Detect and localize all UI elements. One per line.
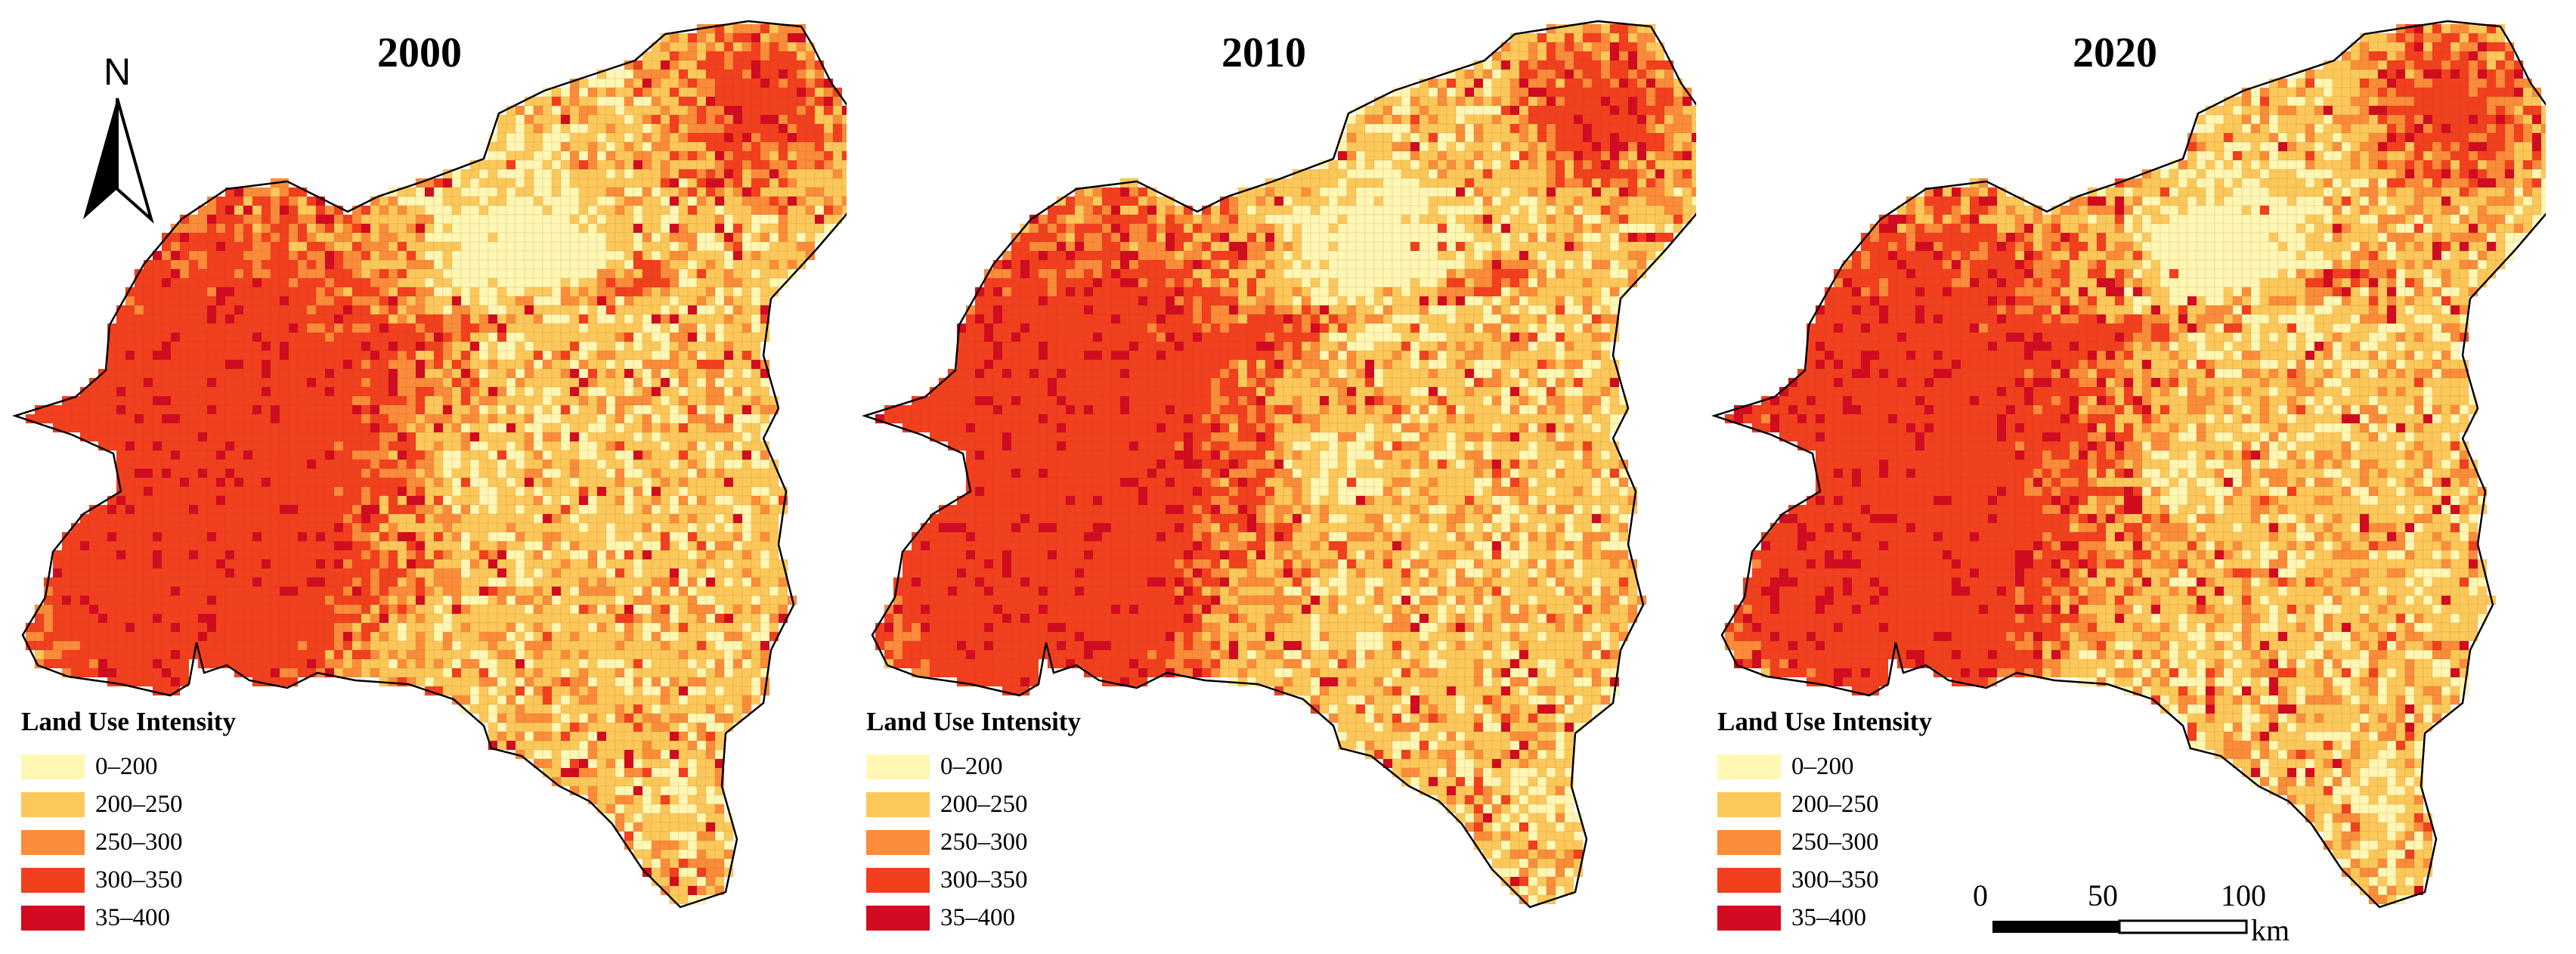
scale-unit: km <box>2251 913 2290 947</box>
legend-item: 35–400 <box>21 899 236 937</box>
north-arrow: N <box>76 51 159 231</box>
legend-label: 300–350 <box>95 866 183 894</box>
land-use-map-2000 <box>11 20 847 909</box>
legend-swatch <box>866 829 930 855</box>
legend-item: 0–200 <box>866 748 1081 785</box>
legend-item: 250–300 <box>21 823 236 861</box>
legend-swatch <box>21 754 85 779</box>
north-arrow-icon: N <box>83 51 154 225</box>
legend-swatch <box>866 905 930 931</box>
legend-item: 200–250 <box>1717 785 1932 823</box>
legend-label: 300–350 <box>940 866 1028 894</box>
grid-cells <box>1724 23 2546 905</box>
legend-label: 35–400 <box>940 903 1015 931</box>
legend-2020: Land Use Intensity 0–200 200–250 250–300 30… <box>1717 707 1932 937</box>
legend-item: 200–250 <box>866 785 1081 823</box>
legend-swatch <box>1717 791 1781 817</box>
legend-label: 250–300 <box>95 828 183 856</box>
legend-swatch <box>21 905 85 931</box>
legend-item: 300–350 <box>866 861 1081 899</box>
legend-label: 250–300 <box>1791 828 1879 856</box>
legend-title: Land Use Intensity <box>1717 707 1932 736</box>
legend-item: 0–200 <box>1717 748 1932 785</box>
legend-title: Land Use Intensity <box>21 707 236 736</box>
map-panel-2020: 2020 Land Use Intensity 0–200 200–250 250–… <box>1699 0 2546 954</box>
legend-swatch <box>21 829 85 855</box>
legend-swatch <box>1717 754 1781 779</box>
basin-boundary <box>861 20 1696 909</box>
legend-label: 0–200 <box>1791 752 1854 780</box>
legend-swatch <box>866 867 930 893</box>
land-use-map-2020 <box>1711 20 2546 909</box>
scale-tick-50: 50 <box>2088 878 2118 912</box>
legend-swatch <box>21 791 85 817</box>
legend-item: 300–350 <box>1717 861 1932 899</box>
legend-item: 0–200 <box>21 748 236 785</box>
legend-swatch <box>866 754 930 779</box>
legend-swatch <box>866 791 930 817</box>
legend-item: 250–300 <box>866 823 1081 861</box>
legend-item: 35–400 <box>1717 899 1932 937</box>
land-use-map-2010 <box>861 20 1696 909</box>
scale-tick-0: 0 <box>1973 878 1988 912</box>
legend-label: 35–400 <box>95 903 170 931</box>
grid-cells <box>25 23 847 905</box>
north-letter: N <box>104 53 131 93</box>
legend-label: 200–250 <box>1791 790 1879 818</box>
legend-2010: Land Use Intensity 0–200 200–250 250–300 30… <box>866 707 1081 937</box>
legend-2000: Land Use Intensity 0–200 200–250 250–300 30… <box>21 707 236 937</box>
legend-label: 0–200 <box>940 752 1003 780</box>
scale-tick-100: 100 <box>2221 878 2266 912</box>
legend-swatch <box>1717 905 1781 931</box>
legend-swatch <box>1717 867 1781 893</box>
legend-item: 250–300 <box>1717 823 1932 861</box>
legend-item: 300–350 <box>21 861 236 899</box>
scale-bar: 0 50 100 km <box>1973 878 2290 947</box>
map-panel-2010: 2010 Land Use Intensity 0–200 200–250 250–… <box>850 0 1696 954</box>
legend-label: 0–200 <box>95 752 158 780</box>
scale-segment-black <box>1992 921 2119 933</box>
legend-label: 200–250 <box>95 790 183 818</box>
legend-swatch <box>21 867 85 893</box>
panel-title-2010: 2010 <box>1221 29 1306 76</box>
legend-title: Land Use Intensity <box>866 707 1081 736</box>
legend-item: 35–400 <box>866 899 1081 937</box>
scale-segment-white <box>2118 919 2248 934</box>
panel-title-2000: 2000 <box>377 29 462 76</box>
basin-boundary <box>1711 20 2546 909</box>
legend-swatch <box>1717 829 1781 855</box>
legend-label: 200–250 <box>940 790 1028 818</box>
panel-title-2020: 2020 <box>2073 29 2157 76</box>
legend-label: 35–400 <box>1791 903 1866 931</box>
legend-item: 200–250 <box>21 785 236 823</box>
legend-label: 250–300 <box>940 828 1028 856</box>
map-panel-2000: 2000 Land Use Intensity 0–200 200–250 250–… <box>0 0 847 954</box>
grid-cells <box>875 23 1696 905</box>
basin-boundary <box>11 20 847 909</box>
legend-label: 300–350 <box>1791 866 1879 894</box>
